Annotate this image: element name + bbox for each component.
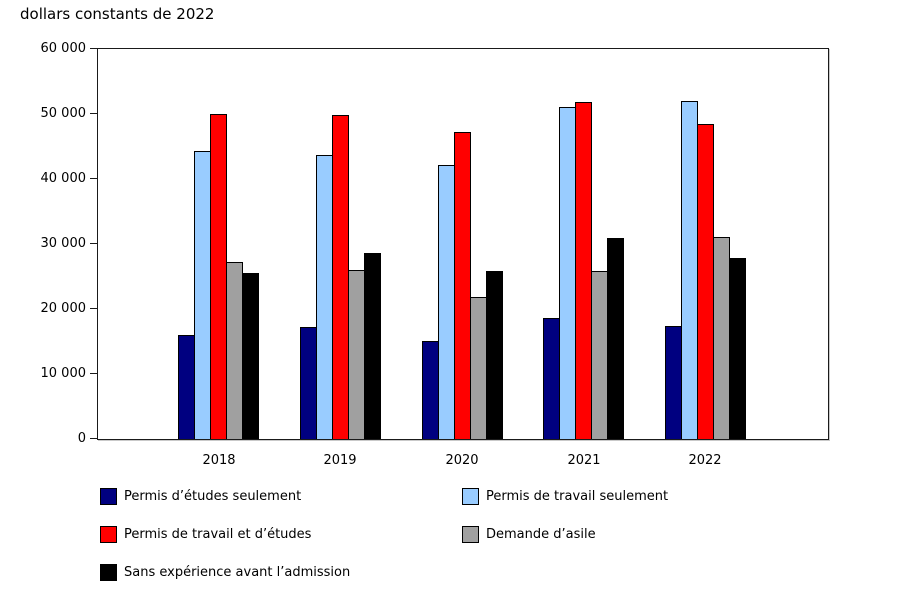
legend-label: Permis de travail et d’études (124, 527, 312, 542)
y-tick-label: 30 000 (40, 236, 87, 251)
bar-group (178, 49, 259, 439)
y-tick-mark (90, 438, 97, 439)
bar (454, 132, 471, 439)
y-tick-label: 20 000 (40, 301, 87, 316)
y-tick-mark (90, 243, 97, 244)
y-tick-label: 60 000 (40, 41, 87, 56)
y-tick-mark (90, 113, 97, 114)
bar-group (300, 49, 381, 439)
bar (697, 124, 714, 439)
bar (713, 237, 730, 439)
legend-label: Permis de travail seulement (486, 489, 669, 504)
bar (242, 273, 259, 439)
legend-swatch (462, 488, 479, 505)
legend-swatch (100, 488, 117, 505)
y-tick-mark (90, 308, 97, 309)
bar (486, 271, 503, 439)
legend-swatch (100, 564, 117, 581)
bar-group (543, 49, 624, 439)
x-tick-label: 2022 (688, 453, 722, 468)
y-tick-mark (90, 373, 97, 374)
bar (194, 151, 211, 439)
legend-label: Demande d’asile (486, 527, 596, 542)
bar (332, 115, 349, 439)
bar (591, 271, 608, 439)
legend-item: Demande d’asile (462, 526, 820, 543)
bar (543, 318, 560, 439)
legend: Permis d’études seulement Permis de trava… (100, 488, 820, 581)
bar-group (422, 49, 503, 439)
bar (364, 253, 381, 439)
bar (422, 341, 439, 439)
x-tick-label: 2021 (567, 453, 601, 468)
y-tick-label: 40 000 (40, 171, 87, 186)
legend-item: Permis de travail seulement (462, 488, 820, 505)
bar (300, 327, 317, 439)
chart-title: dollars constants de 2022 (20, 5, 215, 23)
bar (729, 258, 746, 439)
bar (178, 335, 195, 439)
bar (348, 270, 365, 439)
legend-item: Permis d’études seulement (100, 488, 462, 505)
y-tick-mark (90, 178, 97, 179)
bar (607, 238, 624, 439)
bar (665, 326, 682, 439)
bar (559, 107, 576, 439)
y-tick-label: 0 (77, 431, 86, 446)
bar (210, 114, 227, 439)
legend-label: Permis d’études seulement (124, 489, 302, 504)
bar (438, 165, 455, 439)
x-tick-label: 2018 (202, 453, 236, 468)
bar (681, 101, 698, 439)
x-tick-label: 2019 (323, 453, 357, 468)
y-tick-label: 50 000 (40, 106, 87, 121)
x-tick-label: 2020 (445, 453, 479, 468)
bar-group (665, 49, 746, 439)
legend-swatch (100, 526, 117, 543)
legend-item: Permis de travail et d’études (100, 526, 462, 543)
legend-swatch (462, 526, 479, 543)
y-tick-mark (90, 48, 97, 49)
bar (470, 297, 487, 439)
legend-item: Sans expérience avant l’admission (100, 564, 462, 581)
legend-label: Sans expérience avant l’admission (124, 565, 351, 580)
bar (316, 155, 333, 439)
bar (226, 262, 243, 439)
bar (575, 102, 592, 439)
y-tick-label: 10 000 (40, 366, 87, 381)
